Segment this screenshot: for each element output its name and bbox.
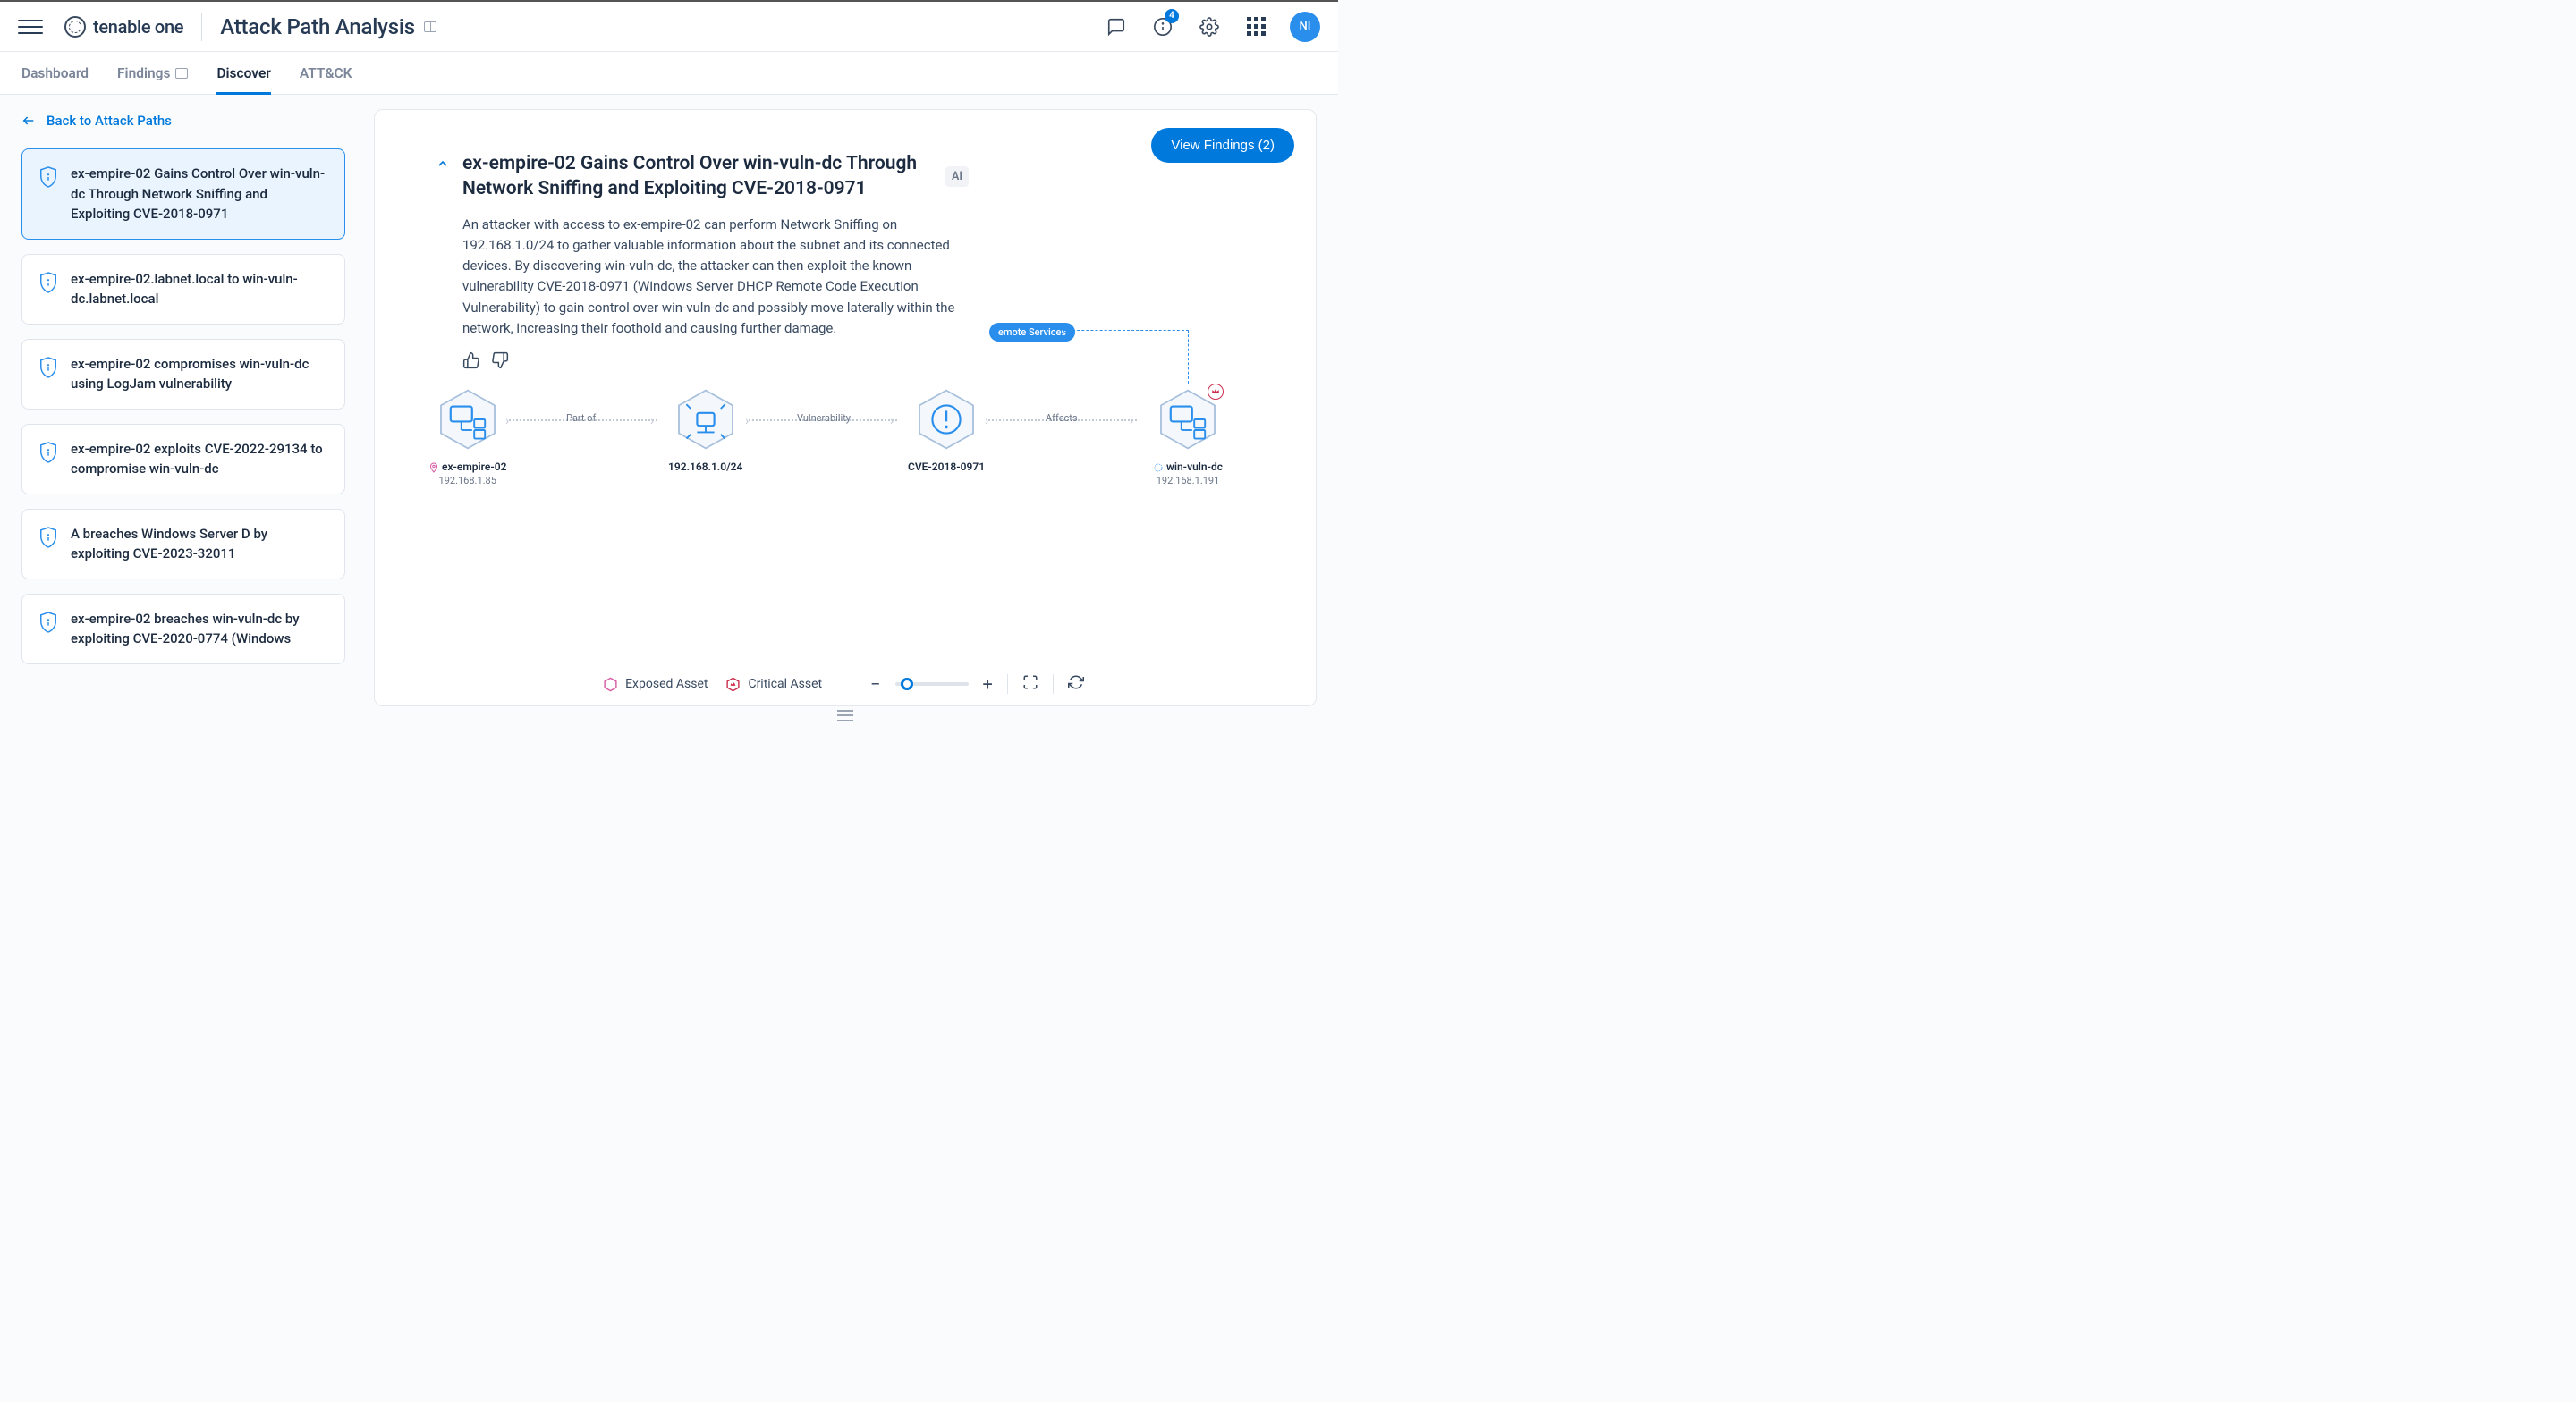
thumbs-down-icon[interactable] [491, 351, 509, 369]
edge-label: Part of [566, 412, 596, 424]
summary-description: An attacker with access to ex-empire-02 … [462, 215, 969, 340]
page-title: Attack Path Analysis [220, 14, 415, 39]
book-icon[interactable] [424, 21, 436, 32]
path-card[interactable]: ex-empire-02 Gains Control Over win-vuln… [21, 148, 345, 240]
path-card[interactable]: ex-empire-02 exploits CVE-2022-29134 to … [21, 424, 345, 494]
summary-title: ex-empire-02 Gains Control Over win-vuln… [462, 151, 926, 202]
tab-attck[interactable]: ATT&CK [300, 52, 352, 94]
path-card[interactable]: ex-empire-02 compromises win-vuln-dc usi… [21, 339, 345, 410]
path-text: ex-empire-02 exploits CVE-2022-29134 to … [71, 439, 328, 479]
path-text: ex-empire-02 Gains Control Over win-vuln… [71, 164, 328, 224]
zoom-in-button[interactable]: + [979, 673, 996, 695]
main-panel: View Findings (2) ex-empire-02 Gains Con… [356, 95, 1338, 724]
tab-discover[interactable]: Discover [216, 52, 270, 94]
collapse-button[interactable] [436, 156, 450, 174]
resize-handle[interactable] [374, 706, 1317, 724]
notification-badge: 4 [1165, 9, 1179, 23]
ai-badge: AI [945, 166, 969, 187]
path-text: ex-empire-02.labnet.local to win-vuln-dc… [71, 269, 328, 309]
zoom-slider[interactable] [895, 682, 969, 686]
app-header: tenable one Attack Path Analysis 4 NI [0, 2, 1338, 52]
zoom-out-button[interactable]: − [867, 673, 884, 695]
divider [201, 13, 202, 41]
path-text: ex-empire-02 compromises win-vuln-dc usi… [71, 354, 328, 394]
tab-dashboard[interactable]: Dashboard [21, 52, 89, 94]
chat-icon[interactable] [1104, 14, 1129, 39]
view-findings-button[interactable]: View Findings (2) [1151, 128, 1294, 163]
fullscreen-button[interactable] [1019, 673, 1042, 695]
back-label: Back to Attack Paths [47, 113, 172, 129]
diagram-node[interactable]: CVE-2018-0971 [908, 387, 985, 473]
path-card[interactable]: ex-empire-02.labnet.local to win-vuln-dc… [21, 254, 345, 325]
legend-exposed: Exposed Asset [603, 677, 708, 692]
back-link[interactable]: Back to Attack Paths [21, 109, 345, 132]
summary-overlay: ex-empire-02 Gains Control Over win-vuln… [416, 135, 988, 385]
menu-button[interactable] [18, 14, 43, 39]
tab-findings[interactable]: Findings [117, 52, 188, 94]
path-card[interactable]: ex-empire-02 breaches win-vuln-dc by exp… [21, 594, 345, 664]
nav-tabs: Dashboard Findings Discover ATT&CK [0, 52, 1338, 95]
brand-text: tenable one [93, 16, 183, 38]
diagram-node[interactable]: win-vuln-dc192.168.1.191 [1153, 387, 1223, 486]
apps-icon[interactable] [1243, 14, 1268, 39]
legend-critical: Critical Asset [725, 677, 822, 692]
path-text: ex-empire-02 breaches win-vuln-dc by exp… [71, 609, 328, 649]
diagram-canvas[interactable]: View Findings (2) ex-empire-02 Gains Con… [374, 109, 1317, 706]
edge-label: Affects [1046, 412, 1078, 424]
sidebar: Back to Attack Paths ex-empire-02 Gains … [0, 95, 356, 724]
thumbs-up-icon[interactable] [462, 351, 480, 369]
remote-services-pill[interactable]: emote Services [989, 323, 1075, 342]
refresh-button[interactable] [1064, 673, 1088, 695]
info-icon[interactable]: 4 [1150, 14, 1175, 39]
attack-path-diagram: emote Services ex-empire-02192.168.1.851… [375, 387, 1316, 620]
diagram-node[interactable]: ex-empire-02192.168.1.85 [428, 387, 506, 486]
edge-label: Vulnerability [797, 412, 851, 424]
user-avatar[interactable]: NI [1290, 12, 1320, 42]
path-card[interactable]: A breaches Windows Server D by exploitin… [21, 509, 345, 579]
logo-icon [64, 16, 86, 38]
legend-bar: Exposed Asset Critical Asset − + [375, 673, 1316, 695]
settings-icon[interactable] [1197, 14, 1222, 39]
diagram-node[interactable]: 192.168.1.0/24 [668, 387, 742, 473]
brand-logo[interactable]: tenable one [64, 16, 183, 38]
path-text: A breaches Windows Server D by exploitin… [71, 524, 328, 564]
